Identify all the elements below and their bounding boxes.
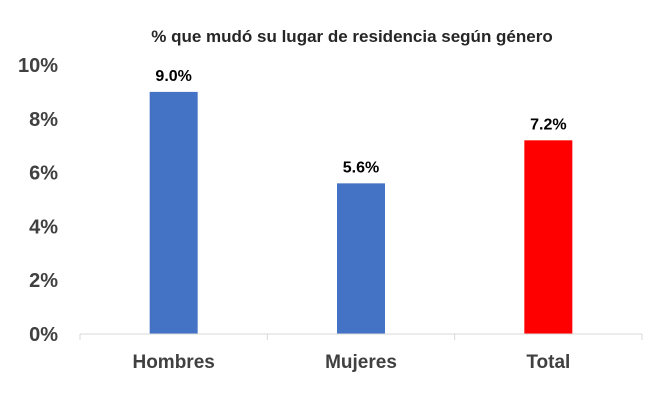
- y-tick-label: 8%: [29, 109, 58, 131]
- bar-hombres: [149, 91, 198, 335]
- data-label: 5.6%: [343, 159, 379, 176]
- y-tick-label: 2%: [29, 270, 58, 292]
- y-tick-label: 10%: [18, 55, 58, 77]
- bars: 9.0% 5.6% 7.2%: [149, 68, 573, 335]
- bar-total: [524, 140, 573, 334]
- x-tick-label: Hombres: [132, 352, 214, 373]
- data-label: 9.0%: [155, 68, 191, 85]
- y-axis: 0% 2% 4% 6% 8% 10%: [18, 55, 58, 346]
- bar-mujeres: [337, 183, 385, 334]
- chart-title: % que mudó su lugar de residencia según …: [151, 27, 552, 46]
- x-tick-label: Mujeres: [325, 352, 397, 373]
- data-label: 7.2%: [530, 116, 566, 133]
- y-tick-label: 4%: [29, 216, 58, 238]
- y-tick-label: 0%: [29, 324, 58, 346]
- x-axis: Hombres Mujeres Total: [79, 333, 643, 373]
- y-tick-label: 6%: [29, 163, 58, 185]
- x-tick-label: Total: [526, 352, 570, 373]
